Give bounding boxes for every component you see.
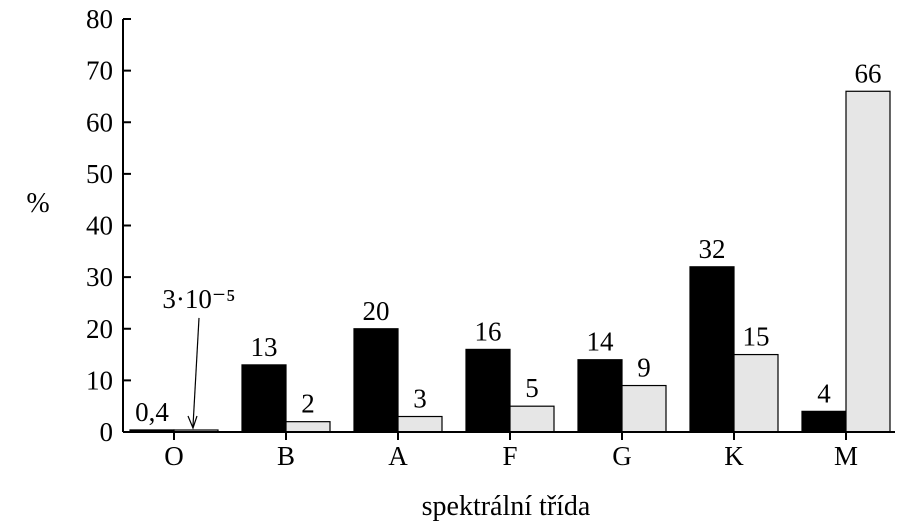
data-label: 3·10⁻⁵ [162, 284, 235, 314]
data-label: 32 [699, 234, 726, 264]
data-label: 66 [855, 58, 882, 88]
value-labels: 0,4 3·10⁻⁵ 13 2 20 3 16 5 14 9 32 15 4 66 [135, 58, 882, 430]
bar-series1 [689, 266, 735, 433]
bar-series2 [621, 384, 667, 433]
x-tick-label: B [277, 441, 295, 471]
arrow-head [187, 415, 198, 430]
x-tick-label: A [388, 441, 408, 471]
bar-series2 [509, 405, 555, 433]
bar-series2 [845, 90, 891, 433]
bar-series2 [285, 421, 331, 433]
y-tick-label: 20 [86, 314, 113, 344]
x-tick-label: F [502, 441, 517, 471]
data-label: 0,4 [135, 397, 169, 427]
x-tick-label: G [612, 441, 632, 471]
bar-series2 [733, 353, 779, 433]
bar-series1 [353, 328, 399, 433]
bar-series1 [577, 359, 623, 433]
data-label: 4 [817, 378, 831, 408]
data-label: 9 [637, 353, 651, 383]
data-label: 3 [413, 384, 427, 414]
bar-series1 [241, 364, 287, 433]
y-tick-label: 80 [86, 4, 113, 34]
y-tick-label: 50 [86, 159, 113, 189]
x-axis-title: spektrální třída [422, 491, 591, 522]
leader-line [192, 317, 200, 427]
bar-series1 [801, 410, 847, 433]
x-tick-label: O [164, 441, 184, 471]
data-label: 14 [587, 327, 615, 357]
data-label: 5 [525, 373, 539, 403]
bar-series2 [397, 415, 443, 433]
data-label: 2 [301, 389, 315, 419]
y-axis: 0 10 20 30 40 50 60 70 80 [86, 4, 131, 447]
y-tick-label: 40 [86, 211, 113, 241]
y-tick-label: 10 [86, 365, 113, 395]
data-label: 20 [363, 296, 390, 326]
y-axis-title: % [26, 188, 49, 219]
data-label: 16 [475, 316, 502, 346]
y-tick-label: 70 [86, 56, 113, 86]
y-tick-label: 0 [100, 417, 114, 447]
data-label: 13 [251, 332, 278, 362]
data-label: 15 [743, 322, 770, 352]
y-tick-label: 30 [86, 262, 113, 292]
x-tick-label: M [834, 441, 858, 471]
bar-series1 [465, 348, 511, 433]
y-tick-label: 60 [86, 107, 113, 137]
bars [129, 90, 891, 433]
x-tick-label: K [724, 441, 744, 471]
